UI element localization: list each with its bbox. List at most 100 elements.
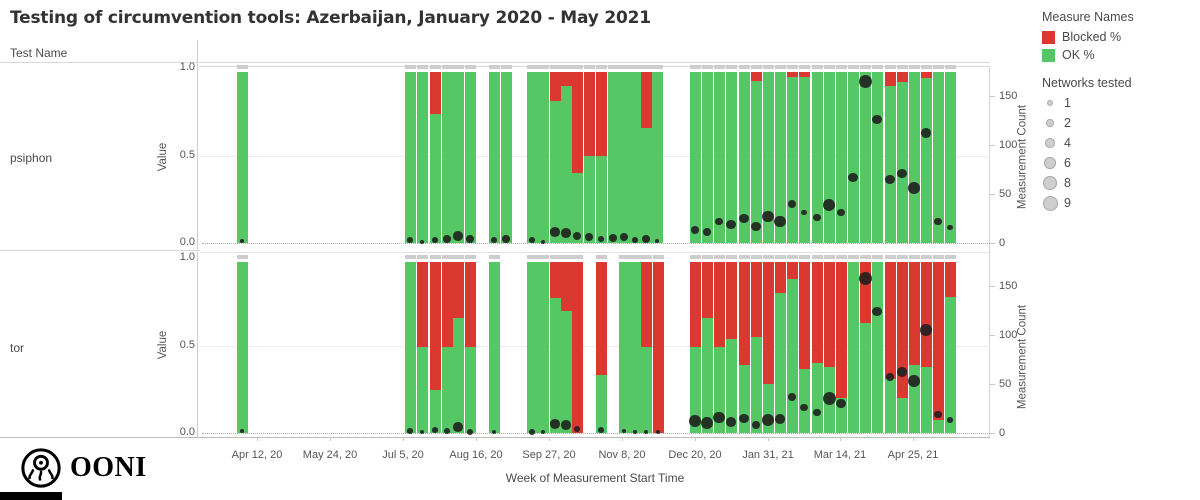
- bar-ok-psiphon[interactable]: [607, 71, 619, 243]
- bar-ok-psiphon[interactable]: [526, 71, 538, 243]
- bar-blocked-psiphon[interactable]: [884, 71, 896, 87]
- measurement-count-dot[interactable]: [897, 367, 907, 378]
- bar-blocked-psiphon[interactable]: [595, 71, 607, 156]
- bar-blocked-psiphon[interactable]: [640, 71, 652, 128]
- bar-ok-psiphon[interactable]: [884, 86, 896, 243]
- bar-ok-tor[interactable]: [725, 338, 737, 433]
- bar-blocked-tor[interactable]: [701, 261, 713, 318]
- bar-ok-psiphon[interactable]: [701, 71, 713, 243]
- measurement-count-dot[interactable]: [921, 128, 931, 139]
- measurement-count-dot[interactable]: [467, 429, 473, 435]
- measurement-count-dot[interactable]: [908, 182, 920, 194]
- bar-ok-psiphon[interactable]: [932, 71, 944, 243]
- measurement-count-dot[interactable]: [502, 235, 510, 243]
- bar-ok-tor[interactable]: [537, 261, 549, 433]
- measurement-count-dot[interactable]: [443, 235, 451, 243]
- bar-blocked-tor[interactable]: [560, 261, 572, 311]
- measurement-count-dot[interactable]: [550, 227, 560, 237]
- measurement-count-dot[interactable]: [726, 417, 736, 427]
- measurement-count-dot[interactable]: [656, 430, 660, 435]
- measurement-count-dot[interactable]: [432, 237, 438, 243]
- bar-ok-tor[interactable]: [750, 336, 762, 433]
- measurement-count-dot[interactable]: [934, 410, 942, 419]
- measurement-count-dot[interactable]: [872, 306, 882, 317]
- bar-ok-psiphon[interactable]: [859, 71, 871, 243]
- bar-ok-psiphon[interactable]: [835, 71, 847, 243]
- bar-ok-psiphon[interactable]: [236, 71, 248, 243]
- bar-blocked-tor[interactable]: [441, 261, 453, 348]
- measurement-count-dot[interactable]: [908, 375, 920, 387]
- bar-ok-psiphon[interactable]: [560, 86, 572, 243]
- bar-blocked-psiphon[interactable]: [920, 71, 932, 78]
- bar-blocked-tor[interactable]: [549, 261, 561, 299]
- bar-ok-tor[interactable]: [549, 298, 561, 433]
- legend-measure-item[interactable]: Blocked %: [1042, 30, 1134, 44]
- bar-ok-tor[interactable]: [798, 369, 810, 433]
- bar-ok-psiphon[interactable]: [713, 71, 725, 243]
- measurement-count-dot[interactable]: [541, 240, 545, 245]
- legend-network-item[interactable]: 8: [1042, 176, 1134, 190]
- bar-ok-tor[interactable]: [871, 261, 883, 433]
- measurement-count-dot[interactable]: [574, 426, 580, 432]
- measurement-count-dot[interactable]: [644, 430, 648, 435]
- bar-ok-tor[interactable]: [441, 347, 453, 433]
- bar-blocked-psiphon[interactable]: [549, 71, 561, 102]
- measurement-count-dot[interactable]: [762, 210, 774, 223]
- measurement-count-dot[interactable]: [550, 419, 560, 429]
- bar-ok-tor[interactable]: [884, 378, 896, 433]
- measurement-count-dot[interactable]: [788, 200, 796, 208]
- bar-ok-psiphon[interactable]: [640, 127, 652, 243]
- measurement-count-dot[interactable]: [529, 237, 535, 243]
- bar-blocked-psiphon[interactable]: [798, 71, 810, 77]
- legend-measure-item[interactable]: OK %: [1042, 48, 1134, 62]
- bar-ok-psiphon[interactable]: [429, 113, 441, 243]
- measurement-count-dot[interactable]: [885, 174, 895, 185]
- bar-blocked-tor[interactable]: [884, 261, 896, 379]
- bar-blocked-tor[interactable]: [811, 261, 823, 363]
- bar-blocked-tor[interactable]: [640, 261, 652, 348]
- bar-ok-psiphon[interactable]: [488, 71, 500, 243]
- measurement-count-dot[interactable]: [813, 213, 821, 222]
- measurement-count-dot[interactable]: [561, 228, 571, 238]
- measurement-count-dot[interactable]: [872, 114, 882, 125]
- measurement-count-dot[interactable]: [622, 429, 626, 434]
- measurement-count-dot[interactable]: [762, 414, 774, 427]
- bar-blocked-tor[interactable]: [452, 261, 464, 318]
- bar-blocked-psiphon[interactable]: [786, 71, 798, 77]
- bar-ok-tor[interactable]: [629, 261, 641, 433]
- measurement-count-dot[interactable]: [886, 373, 894, 381]
- bar-blocked-tor[interactable]: [652, 261, 664, 433]
- bar-blocked-tor[interactable]: [571, 261, 583, 433]
- measurement-count-dot[interactable]: [642, 235, 650, 243]
- bar-blocked-psiphon[interactable]: [750, 71, 762, 82]
- bar-ok-psiphon[interactable]: [500, 71, 512, 243]
- measurement-count-dot[interactable]: [848, 172, 858, 183]
- measurement-count-dot[interactable]: [752, 421, 760, 429]
- bar-ok-psiphon[interactable]: [896, 82, 908, 243]
- measurement-count-dot[interactable]: [897, 168, 907, 179]
- measurement-count-dot[interactable]: [775, 414, 785, 425]
- measurement-count-dot[interactable]: [407, 237, 413, 243]
- bar-ok-psiphon[interactable]: [725, 71, 737, 243]
- measurement-count-dot[interactable]: [739, 413, 749, 424]
- measurement-count-dot[interactable]: [751, 221, 761, 232]
- bar-ok-tor[interactable]: [640, 347, 652, 433]
- bar-ok-tor[interactable]: [526, 261, 538, 433]
- measurement-count-dot[interactable]: [444, 428, 450, 434]
- bar-ok-tor[interactable]: [920, 366, 932, 433]
- bar-ok-tor[interactable]: [488, 261, 500, 433]
- bar-ok-tor[interactable]: [701, 317, 713, 433]
- bar-ok-psiphon[interactable]: [811, 71, 823, 243]
- measurement-count-dot[interactable]: [598, 236, 604, 242]
- bar-blocked-tor[interactable]: [762, 261, 774, 384]
- bar-ok-tor[interactable]: [429, 390, 441, 433]
- bar-blocked-tor[interactable]: [595, 261, 607, 376]
- measurement-count-dot[interactable]: [822, 392, 836, 406]
- bar-blocked-tor[interactable]: [932, 261, 944, 420]
- bar-ok-psiphon[interactable]: [595, 155, 607, 243]
- bar-ok-tor[interactable]: [689, 347, 701, 433]
- bar-ok-tor[interactable]: [774, 293, 786, 433]
- bar-blocked-tor[interactable]: [786, 261, 798, 279]
- measurement-count-dot[interactable]: [541, 430, 545, 435]
- bar-ok-tor[interactable]: [560, 310, 572, 433]
